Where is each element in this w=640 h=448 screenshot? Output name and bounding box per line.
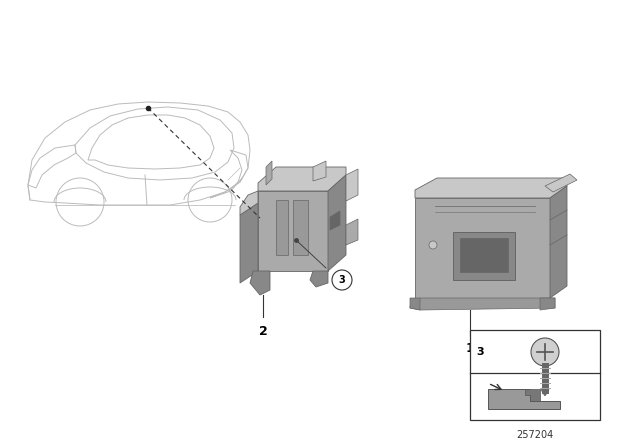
Bar [470,330,600,420]
Polygon shape [310,271,328,287]
Polygon shape [453,232,515,280]
Polygon shape [488,389,560,409]
Polygon shape [346,219,358,245]
Polygon shape [313,161,326,181]
Polygon shape [410,298,420,310]
Polygon shape [540,298,555,310]
Polygon shape [266,161,272,185]
Polygon shape [415,178,567,198]
Circle shape [531,338,559,366]
Polygon shape [545,174,577,192]
Polygon shape [460,238,508,272]
Polygon shape [240,203,258,283]
Polygon shape [330,211,340,230]
Text: 257204: 257204 [516,430,554,440]
Text: 1: 1 [466,342,474,355]
Text: 2: 2 [259,325,268,338]
Polygon shape [346,169,358,201]
Polygon shape [258,167,346,191]
Circle shape [429,241,437,249]
Polygon shape [415,198,550,298]
Text: 3: 3 [339,275,346,285]
Polygon shape [250,271,270,295]
Circle shape [332,270,352,290]
Polygon shape [328,175,346,271]
Polygon shape [276,200,288,255]
Polygon shape [550,186,567,298]
Polygon shape [410,298,555,310]
Polygon shape [293,200,308,255]
Polygon shape [240,191,258,215]
Polygon shape [258,191,328,271]
Text: 3: 3 [476,347,484,357]
Polygon shape [525,389,540,401]
